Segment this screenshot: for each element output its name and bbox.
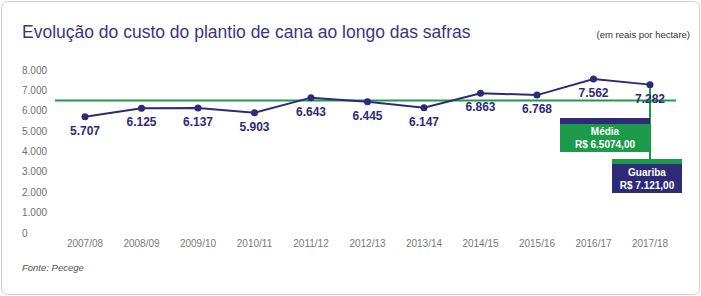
data-label: 7.282 xyxy=(635,92,665,106)
source: Fonte: Pecege xyxy=(22,262,84,273)
data-label: 5.903 xyxy=(239,120,269,134)
data-label: 5.707 xyxy=(70,124,100,138)
y-tick-label: 0 xyxy=(22,228,28,239)
title: Evolução do custo do plantio de cana ao … xyxy=(22,22,471,42)
data-label: 6.125 xyxy=(126,115,156,129)
x-tick-label: 2014/15 xyxy=(462,238,499,249)
x-tick-label: 2015/16 xyxy=(519,238,556,249)
y-tick-label: 5.000 xyxy=(22,126,47,137)
point xyxy=(364,98,371,105)
average-label: Média xyxy=(591,126,620,137)
x-tick-label: 2011/12 xyxy=(293,238,329,249)
frame xyxy=(2,2,700,295)
y-tick-label: 4.000 xyxy=(22,146,47,157)
guariba-label: Guariba xyxy=(628,167,666,178)
x-tick-label: 2017/18 xyxy=(632,238,669,249)
data-label: 6.137 xyxy=(183,115,213,129)
average-box xyxy=(560,124,650,152)
point xyxy=(534,92,541,99)
x-tick-label: 2008/09 xyxy=(123,238,160,249)
point xyxy=(477,90,484,97)
average-box-strip xyxy=(560,118,650,124)
x-tick-label: 2016/17 xyxy=(575,238,612,249)
x-tick-label: 2012/13 xyxy=(349,238,386,249)
point xyxy=(590,75,597,82)
point xyxy=(251,109,258,116)
x-tick-label: 2009/10 xyxy=(180,238,217,249)
point xyxy=(195,104,202,111)
average-value: R$ 6.5074,00 xyxy=(575,139,635,150)
data-label: 6.863 xyxy=(465,100,495,114)
guariba-box-strip xyxy=(612,159,682,164)
chart: Evolução do custo do plantio de cana ao … xyxy=(0,0,701,296)
point xyxy=(308,94,315,101)
data-label: 6.147 xyxy=(409,115,439,129)
y-tick-label: 1.000 xyxy=(22,207,47,218)
point xyxy=(647,81,654,88)
y-tick-label: 3.000 xyxy=(22,166,47,177)
y-tick-label: 8.000 xyxy=(22,65,47,76)
data-label: 6.768 xyxy=(522,102,552,116)
y-tick-label: 6.000 xyxy=(22,105,47,116)
point xyxy=(138,105,145,112)
point xyxy=(82,113,89,120)
guariba-value: R$ 7.121,00 xyxy=(620,180,675,191)
x-tick-label: 2007/08 xyxy=(67,238,104,249)
x-tick-label: 2010/11 xyxy=(237,238,273,249)
data-label: 6.445 xyxy=(352,109,382,123)
data-label: 6.643 xyxy=(296,105,326,119)
y-tick-label: 7.000 xyxy=(22,85,47,96)
subtitle: (em reais por hectare) xyxy=(597,29,690,40)
y-tick-label: 2.000 xyxy=(22,187,47,198)
point xyxy=(421,104,428,111)
data-label: 7.562 xyxy=(578,86,608,100)
x-tick-label: 2013/14 xyxy=(406,238,443,249)
guariba-box xyxy=(612,164,682,193)
